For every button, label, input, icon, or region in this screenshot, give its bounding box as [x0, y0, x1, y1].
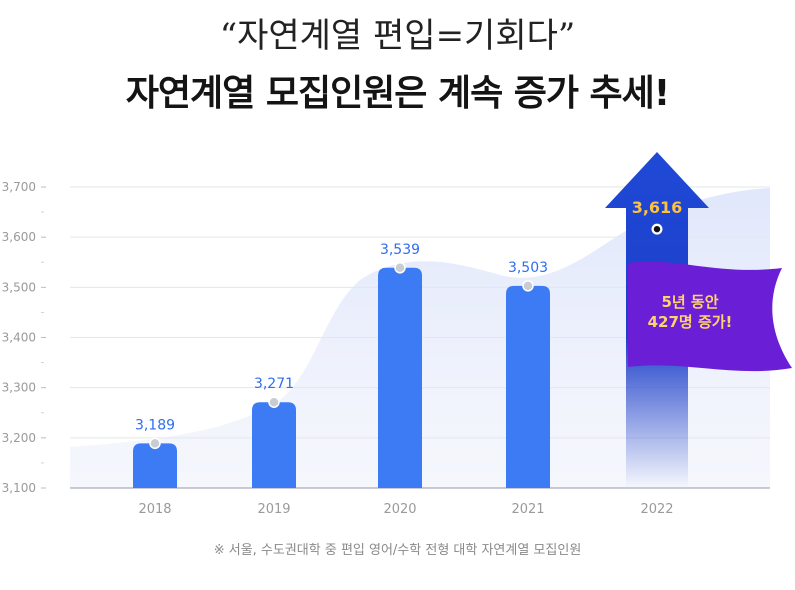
annotation-flag: [628, 261, 792, 372]
chart-subtitle: “자연계열 편입=기회다”: [219, 16, 576, 56]
y-tick-label: 3,300: [2, 381, 36, 395]
footnote: ※ 서울, 수도권대학 중 편입 영어/수학 전형 대학 자연계열 모집인원: [213, 543, 582, 558]
bar-2018: [133, 443, 177, 488]
y-tick-label: 3,600: [2, 230, 36, 244]
y-tick-label: 3,100: [2, 481, 36, 495]
bar-2019: [252, 402, 296, 488]
x-tick-label: 2021: [511, 502, 544, 517]
y-tick-label: 3,200: [2, 431, 36, 445]
data-label-2018: 3,189: [135, 417, 175, 433]
x-tick-label: 2022: [640, 502, 673, 517]
data-point-2018: [149, 437, 161, 450]
chart-title: 자연계열 모집인원은 계속 증가 추세!: [125, 73, 670, 114]
y-tick-label: 3,700: [2, 180, 36, 194]
data-point-2020: [394, 262, 406, 274]
data-label-2019: 3,271: [254, 376, 294, 392]
data-point-2022-center: [653, 225, 661, 233]
y-tick-label: 3,400: [2, 331, 36, 345]
data-label-2022: 3,616: [632, 198, 683, 217]
x-tick-label: 2018: [138, 502, 171, 517]
x-tick-label: 2020: [383, 502, 416, 517]
annotation-line: 427명 증가!: [648, 313, 733, 331]
data-label-2020: 3,539: [380, 242, 420, 258]
data-label-2021: 3,503: [508, 260, 548, 276]
data-point-2019: [268, 396, 280, 408]
x-tick-label: 2019: [257, 502, 290, 517]
y-tick-label: 3,500: [2, 280, 36, 294]
annotation-line: 5년 동안: [661, 293, 718, 311]
bar-2020: [378, 267, 422, 488]
data-point-2021: [522, 280, 534, 292]
bar-2021: [506, 285, 550, 488]
